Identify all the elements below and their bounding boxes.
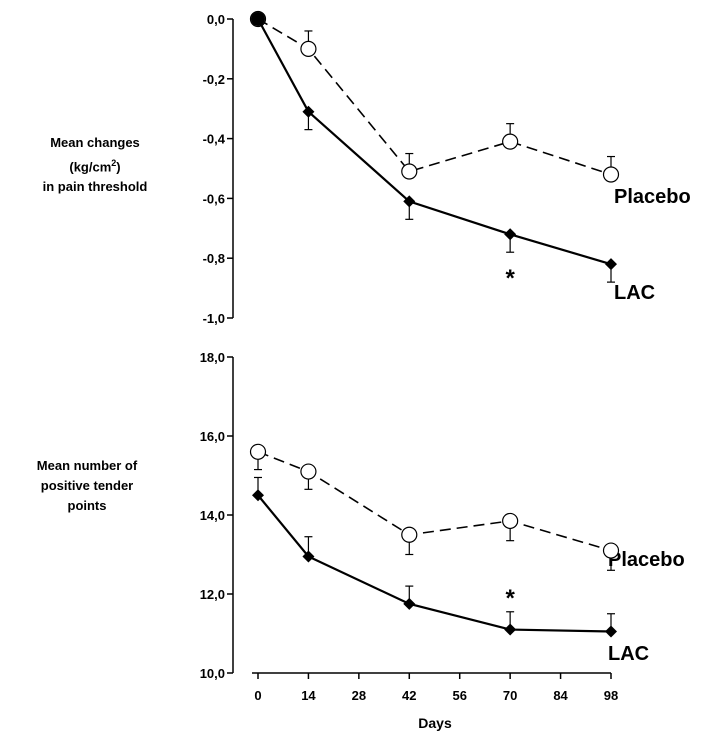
top-placebo-marker xyxy=(602,166,620,183)
bottom-lac-marker xyxy=(403,597,416,610)
bottom-lac-marker xyxy=(504,623,517,636)
top-y-label-line-1: Mean changes xyxy=(50,135,140,150)
top-lac-marker xyxy=(504,228,517,241)
top-y-tick-label: 0,0 xyxy=(207,12,225,27)
x-axis-label: Days xyxy=(418,715,452,731)
x-tick-label: 14 xyxy=(301,688,316,703)
top-placebo-line xyxy=(257,18,612,176)
top-origin-marker xyxy=(251,12,265,26)
top-significance-asterisk: * xyxy=(505,265,515,292)
bottom-placebo-label: Placebo xyxy=(608,549,685,571)
top-lac-marker xyxy=(403,195,416,208)
bottom-lac-line xyxy=(257,494,612,633)
top-y-tick-label: -1,0 xyxy=(203,311,225,326)
x-tick-label: 28 xyxy=(352,688,366,703)
bottom-y-tick-label: 18,0 xyxy=(200,350,225,365)
bottom-y-tick-label: 12,0 xyxy=(200,587,225,602)
x-tick-label: 70 xyxy=(503,688,517,703)
bottom-lac-label: LAC xyxy=(608,643,650,665)
bottom-y-label-line-1: Mean number of xyxy=(36,458,138,473)
bottom-y-axis-label: Mean number of positive tender points xyxy=(2,456,172,516)
top-y-tick-label: -0,8 xyxy=(203,251,225,266)
top-placebo-marker xyxy=(401,163,418,180)
top-y-tick-label: -0,2 xyxy=(203,72,225,87)
bottom-y-tick-label: 14,0 xyxy=(200,508,225,523)
bottom-y-tick-label: 16,0 xyxy=(200,429,225,444)
top-y-label-line-2: (kg/cm2) xyxy=(69,158,121,175)
bottom-placebo-marker xyxy=(401,526,418,543)
bottom-placebo-marker xyxy=(502,512,519,530)
bottom-placebo-marker xyxy=(300,463,317,480)
top-y-axis-label: Mean changes (kg/cm2) in pain threshold xyxy=(10,133,180,197)
x-tick-label: 0 xyxy=(254,688,261,703)
top-placebo-marker xyxy=(502,133,519,150)
top-lac-marker xyxy=(302,105,315,118)
top-y-tick-label: -0,4 xyxy=(203,132,226,147)
top-placebo-label: Placebo xyxy=(614,186,691,208)
top-y-tick-label: -0,6 xyxy=(203,191,225,206)
x-tick-label: 98 xyxy=(604,688,618,703)
bottom-y-label-line-2: positive tender xyxy=(40,478,134,493)
x-tick-label: 84 xyxy=(553,688,568,703)
bottom-y-label-line-3: points xyxy=(67,498,107,513)
bottom-lac-marker xyxy=(302,550,315,563)
x-tick-label: 56 xyxy=(452,688,466,703)
top-lac-label: LAC xyxy=(614,282,656,304)
bottom-lac-marker xyxy=(605,625,617,638)
bottom-placebo-marker xyxy=(602,542,620,559)
top-lac-marker xyxy=(605,258,617,271)
bottom-y-tick-label: 10,0 xyxy=(200,666,225,681)
top-placebo-marker xyxy=(300,40,317,58)
bottom-placebo-marker xyxy=(249,443,267,460)
x-tick-label: 42 xyxy=(402,688,416,703)
top-y-label-line-3: in pain threshold xyxy=(42,179,148,195)
bottom-lac-marker xyxy=(252,489,264,502)
bottom-significance-asterisk: * xyxy=(505,585,515,612)
